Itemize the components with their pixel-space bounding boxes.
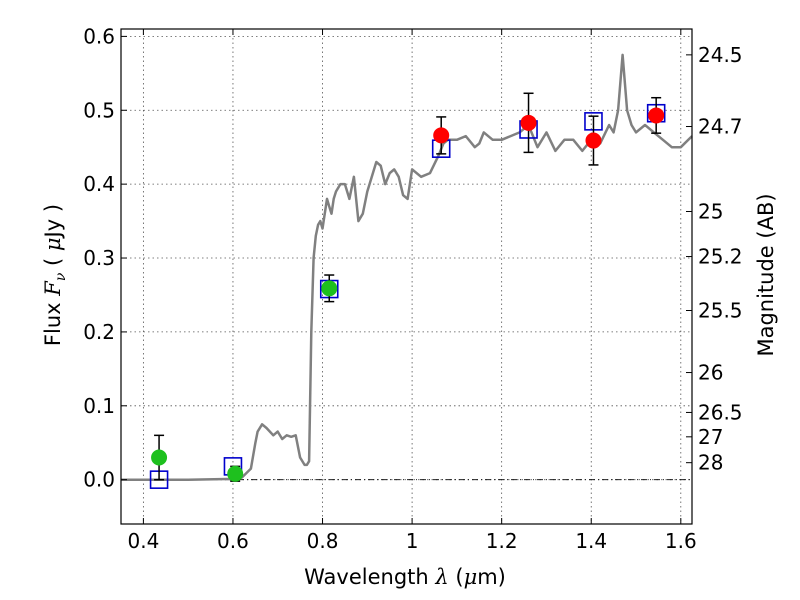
y-tick-label: 0.0 — [83, 468, 115, 492]
y-tick-label: 0.6 — [83, 24, 115, 48]
x-axis-label-unit: m) — [477, 565, 506, 589]
y-tick-label: 0.5 — [83, 98, 115, 122]
magnitude-tick-label: 27 — [698, 425, 723, 449]
y-tick-label: 0.1 — [83, 394, 115, 418]
magnitude-tick-label: 25.5 — [698, 298, 743, 322]
grid-lines — [121, 29, 692, 524]
x-tick-label: 0.4 — [127, 529, 159, 553]
y-axis-label-unit: Jy ) — [41, 204, 65, 240]
x-axis-label-symbol: λ — [434, 565, 448, 589]
y-axis-label-subscript: ν — [53, 272, 69, 281]
x-tick-label: 1 — [406, 529, 419, 553]
y-axis-label-symbol: F — [41, 280, 65, 297]
magnitude-tick-label: 24.7 — [698, 115, 743, 139]
y-axis-label-post: ( — [41, 251, 65, 273]
y-axis-label: Flux Fν ( μJy ) — [41, 204, 69, 346]
red-data-point — [520, 114, 537, 131]
magnitude-tick-label: 26 — [698, 361, 723, 385]
red-data-point — [648, 107, 665, 124]
magnitude-axis-label: Magnitude (AB) — [754, 193, 778, 356]
y-axis-label-pre: Flux — [41, 296, 65, 346]
y-tick-label: 0.3 — [83, 246, 115, 270]
x-tick-label: 0.6 — [217, 529, 249, 553]
magnitude-tick-label: 25.2 — [698, 245, 743, 269]
red-data-point — [433, 127, 450, 144]
red-data-point — [585, 132, 602, 149]
green-data-point — [321, 280, 338, 297]
data-points-layer — [149, 92, 666, 489]
y-tick-label: 0.2 — [83, 320, 115, 344]
y-axis-label-mu: μ — [41, 237, 65, 251]
x-axis-label: Wavelength λ (μm) — [304, 565, 506, 589]
axis-ticks: 0.4 0.6 0.8 1 1.2 1.4 1.6 0.0 0.1 0.2 0.3 0.4 0.5 0.6… — [83, 24, 742, 553]
x-tick-label: 0.8 — [307, 529, 339, 553]
magnitude-tick-label: 26.5 — [698, 400, 743, 424]
x-axis-label-mu: μ — [464, 565, 478, 589]
x-tick-label: 1.2 — [486, 529, 518, 553]
x-tick-label: 1.6 — [665, 529, 697, 553]
x-axis-label-pre: Wavelength — [304, 565, 435, 589]
plot-frame — [120, 28, 693, 525]
x-axis-label-post: ( — [449, 565, 464, 589]
x-tick-label: 1.4 — [575, 529, 607, 553]
green-data-point — [227, 465, 244, 482]
magnitude-tick-label: 25 — [698, 199, 723, 223]
magnitude-tick-label: 28 — [698, 451, 723, 475]
y-tick-label: 0.4 — [83, 172, 115, 196]
green-data-point — [151, 449, 168, 466]
magnitude-tick-label: 24.5 — [698, 43, 743, 67]
